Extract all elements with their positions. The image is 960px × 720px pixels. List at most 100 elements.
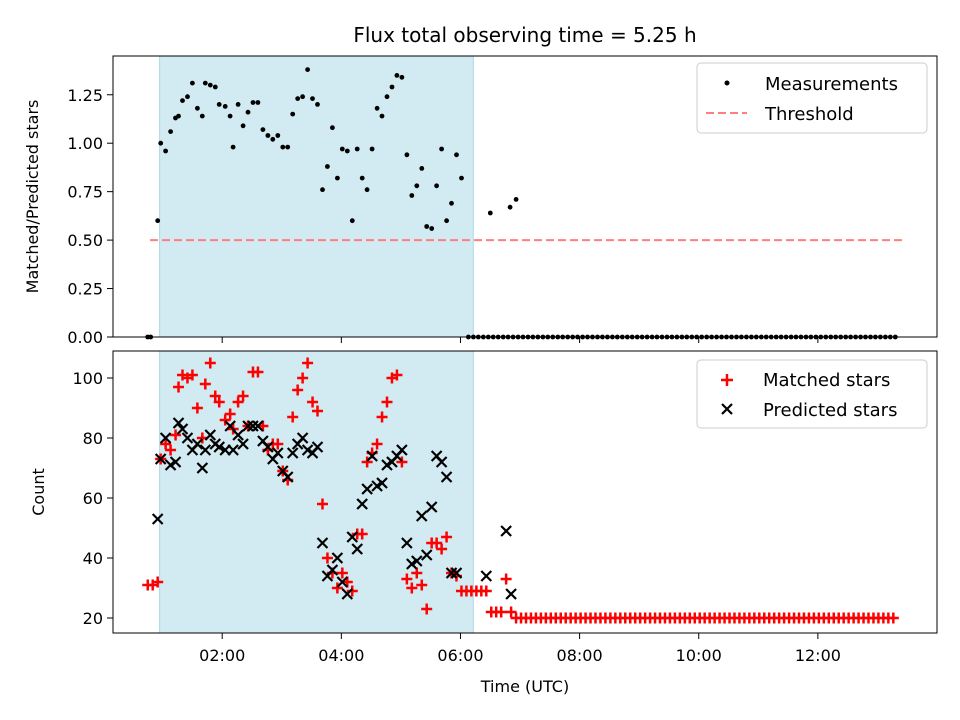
- predicted-star-point: [224, 420, 236, 432]
- matched-star-point: [213, 396, 225, 408]
- measurement-point: [335, 175, 340, 181]
- measurement-point: [459, 175, 464, 181]
- predicted-star-point: [480, 570, 493, 582]
- matched-star-point: [232, 396, 244, 408]
- predicted-star-point: [351, 543, 363, 555]
- matched-star-point: [416, 579, 428, 591]
- top-plot-frame: [112, 55, 938, 338]
- measurement-point: [235, 102, 241, 107]
- matched-star-point: [186, 369, 198, 381]
- chart-title: Flux total observing time = 5.25 h: [353, 23, 696, 47]
- bottom-count-points: [142, 357, 899, 624]
- legend-threshold-label: Threshold: [764, 104, 854, 125]
- bottom-y-tick-label: 60: [83, 489, 103, 508]
- predicted-star-point: [366, 450, 378, 462]
- measurement-point: [389, 84, 395, 90]
- predicted-star-point: [415, 510, 428, 522]
- bottom-y-tick-label: 20: [83, 609, 103, 628]
- measurement-point: [404, 152, 410, 158]
- predicted-star-point: [425, 501, 438, 513]
- predicted-star-point: [213, 441, 226, 453]
- predicted-star-point: [286, 447, 299, 459]
- bottom-x-tick-label: 10:00: [676, 646, 722, 665]
- predicted-star-point: [450, 567, 463, 579]
- matched-star-point: [302, 357, 314, 369]
- measurement-point: [429, 226, 435, 231]
- predicted-star-point: [316, 537, 329, 549]
- predicted-star-point: [336, 576, 349, 588]
- predicted-star-point: [237, 438, 249, 450]
- predicted-star-point: [176, 423, 189, 435]
- measurement-point: [439, 146, 444, 152]
- measurement-point: [260, 127, 266, 132]
- matched-star-point: [312, 405, 324, 417]
- matched-star-point: [287, 411, 299, 423]
- measurement-point: [176, 113, 181, 119]
- measurement-point: [185, 94, 190, 100]
- matched-star-point: [500, 573, 512, 585]
- matched-star-point: [292, 384, 304, 396]
- predicted-star-point: [356, 498, 368, 510]
- predicted-star-point: [151, 513, 164, 525]
- measurement-point: [349, 218, 355, 224]
- top-legend-box: [696, 62, 928, 134]
- top-y-tick-label: 0.00: [67, 328, 103, 347]
- predicted-star-point: [242, 420, 254, 432]
- measurement-point: [409, 193, 415, 198]
- measurement-point: [255, 100, 261, 105]
- top-panel: 0.00 0.25 0.50 0.75 1.00 1.25 Flux total obse…: [23, 23, 938, 347]
- matched-star-point: [505, 606, 517, 618]
- matched-star-point: [191, 402, 203, 414]
- bottom-y-tick-label: 40: [83, 549, 103, 568]
- matched-star-point: [170, 429, 182, 441]
- top-observing-window: [159, 55, 474, 338]
- measurement-point: [315, 102, 320, 107]
- matched-star-point: [209, 390, 221, 402]
- top-legend: Measurements Threshold: [696, 62, 928, 134]
- measurement-point: [240, 123, 246, 129]
- predicted-star-point: [252, 420, 264, 432]
- measurement-point: [359, 175, 365, 181]
- measurement-point: [399, 74, 405, 80]
- bottom-y-ticks: 20 40 60 80 100: [72, 369, 113, 628]
- predicted-star-point: [420, 549, 433, 561]
- measurement-point: [180, 98, 185, 103]
- measurement-point: [454, 152, 459, 158]
- bottom-x-tick-label: 02:00: [199, 646, 245, 665]
- measurement-point: [330, 125, 335, 131]
- predicted-star-point: [204, 429, 217, 441]
- matched-star-point: [421, 603, 433, 615]
- predicted-star-point: [296, 432, 309, 444]
- matched-star-point: [252, 366, 264, 378]
- measurement-point: [212, 84, 218, 90]
- predicted-star-point: [169, 456, 182, 468]
- measurement-point: [202, 80, 208, 86]
- top-x-ticks: [221, 337, 819, 343]
- measurement-point: [265, 133, 271, 138]
- top-y-tick-label: 0.25: [67, 280, 103, 299]
- bottom-panel: 20 40 60 80 100 02:00 04:00 06:00 08:00 10:00 12:…: [29, 350, 938, 696]
- measurement-point: [227, 113, 233, 119]
- measurement-point: [379, 113, 385, 119]
- legend-predicted-marker: [721, 403, 733, 415]
- matched-star-point: [272, 438, 284, 450]
- measurement-point: [190, 80, 195, 86]
- bottom-x-tick-label: 06:00: [437, 646, 483, 665]
- measurement-point: [300, 94, 305, 100]
- matched-star-point: [356, 528, 368, 540]
- legend-matched-label: Matched stars: [763, 370, 890, 391]
- matched-star-point: [165, 444, 177, 456]
- measurement-point: [424, 224, 430, 229]
- top-y-tick-label: 0.50: [67, 231, 103, 250]
- predicted-star-point: [331, 552, 344, 564]
- measurement-point: [513, 197, 519, 202]
- bottom-x-ticks: 02:00 04:00 06:00 08:00 10:00 12:00: [199, 633, 841, 665]
- bottom-x-tick-label: 04:00: [318, 646, 364, 665]
- matched-star-point: [361, 456, 373, 468]
- matched-star-point: [887, 612, 899, 624]
- predicted-star-point: [247, 420, 259, 432]
- predicted-star-point: [196, 462, 209, 474]
- measurement-point: [290, 111, 296, 117]
- bottom-y-axis-label: Count: [29, 468, 48, 516]
- predicted-star-point: [154, 453, 167, 465]
